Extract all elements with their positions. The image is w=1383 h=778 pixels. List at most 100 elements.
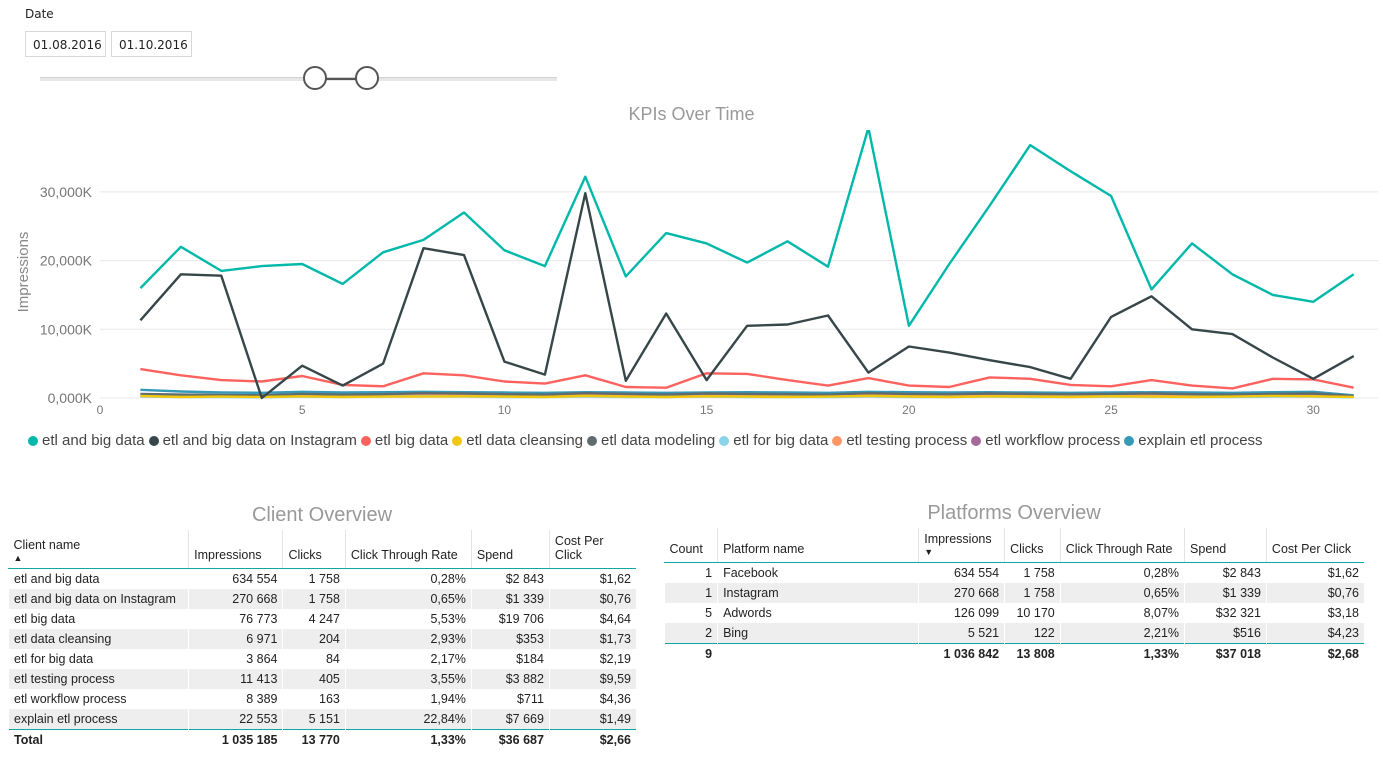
sort-arrow-icon[interactable]: ▲ (13, 553, 23, 563)
legend-dot-icon (1124, 435, 1135, 446)
table-row[interactable]: etl and big data 634 554 1 758 0,28% $2 843 $… (7, 568, 636, 589)
table-cell: $353 (470, 629, 550, 649)
column-header-cpc[interactable]: Cost Per Click (548, 530, 636, 569)
column-header-ctr[interactable]: Click Through Rate (1059, 528, 1185, 563)
column-header-impressions[interactable]: Impressions ▼ (918, 528, 1005, 563)
legend-item[interactable]: explain etl process (1124, 432, 1263, 449)
legend-dot-icon (360, 435, 371, 446)
table-cell: etl testing process (7, 669, 189, 689)
table-row[interactable]: etl testing process 11 413 405 3,55% $3 882 $… (7, 669, 636, 689)
column-header-client-name[interactable]: Client name ▲ (8, 530, 189, 569)
date-filter-label: Date (25, 7, 54, 21)
table-total-row: Total 1 035 185 13 770 1,33% $36 687 $2,66 (7, 729, 636, 750)
table-cell: 5 521 (918, 623, 1005, 644)
x-tick-label: 5 (299, 403, 306, 417)
table-cell: $184 (470, 649, 550, 669)
column-header-count[interactable]: Count (664, 528, 718, 563)
table-total-cell: 1,33% (1059, 643, 1185, 664)
table-cell: etl for big data (7, 649, 189, 669)
x-tick-label: 30 (1307, 403, 1321, 417)
table-row[interactable]: 2 Bing 5 521 122 2,21% $516 $4,23 (663, 623, 1364, 644)
legend-item[interactable]: etl data modeling (587, 432, 715, 449)
legend-item[interactable]: etl big data (360, 432, 448, 449)
table-row[interactable]: 5 Adwords 126 099 10 170 8,07% $32 321 $3,18 (663, 603, 1364, 623)
legend-label: etl data modeling (601, 432, 716, 449)
legend-dot-icon (452, 435, 463, 446)
legend-label: explain etl process (1138, 432, 1263, 449)
sort-arrow-icon[interactable]: ▼ (924, 547, 934, 557)
column-header-clicks[interactable]: Clicks (282, 530, 346, 569)
y-axis-label: Impressions (15, 232, 32, 313)
table-cell: explain etl process (7, 709, 189, 730)
table-cell: $711 (470, 689, 550, 709)
legend-item[interactable]: etl and big data (28, 432, 145, 449)
date-range-selected (315, 78, 367, 80)
chart-title: KPIs Over Time (628, 104, 755, 124)
y-tick-label: 10,000K (40, 321, 93, 337)
table-cell: $2 843 (1184, 562, 1267, 583)
table-cell: $0,76 (1265, 583, 1364, 603)
table-cell: $516 (1184, 623, 1267, 644)
table-total-cell: 9 (663, 643, 718, 664)
series-line-etl-and-big-data (139, 130, 1355, 328)
legend-item[interactable]: etl for big data (719, 432, 828, 449)
table-row[interactable]: etl for big data 3 864 84 2,17% $184 $2,19 (7, 649, 636, 669)
end-date-input[interactable]: 01.10.2016 (111, 31, 192, 57)
table-total-cell: 13 808 (1004, 643, 1061, 664)
table-cell: $3 882 (470, 669, 550, 689)
table-row[interactable]: etl and big data on Instagram 270 668 1 75… (7, 589, 636, 609)
date-range-slider[interactable] (40, 77, 557, 81)
table-cell: 204 (282, 629, 346, 649)
column-header-spend[interactable]: Spend (1184, 528, 1267, 563)
legend-label: etl workflow process (985, 432, 1121, 449)
legend-dot-icon (719, 435, 730, 446)
column-header-ctr[interactable]: Click Through Rate (344, 530, 472, 569)
table-row[interactable]: etl data cleansing 6 971 204 2,93% $353 $1,73 (7, 629, 636, 649)
slider-start-handle[interactable] (303, 66, 327, 90)
legend-item[interactable]: etl and big data on Instagram (148, 432, 357, 449)
legend-item[interactable]: etl workflow process (971, 432, 1120, 449)
table-cell: $1,62 (1265, 562, 1364, 583)
table-cell: 4 247 (282, 609, 346, 629)
table-cell: 0,65% (1059, 583, 1185, 603)
x-tick-label: 20 (902, 403, 916, 417)
table-row[interactable]: explain etl process 22 553 5 151 22,84% $7 6… (7, 709, 636, 730)
table-cell: $3,18 (1265, 603, 1364, 623)
table-cell: Facebook (717, 562, 919, 583)
table-row[interactable]: etl big data 76 773 4 247 5,53% $19 706 $4,64 (7, 609, 636, 629)
table-cell: $4,64 (548, 609, 636, 629)
legend-item[interactable]: etl data cleansing (452, 432, 583, 449)
start-date-input[interactable]: 01.08.2016 (25, 31, 106, 57)
table-cell: Adwords (717, 603, 919, 623)
legend-dot-icon (832, 435, 843, 446)
column-header-platform-name[interactable]: Platform name (717, 528, 919, 563)
table-cell: 0,65% (344, 589, 472, 609)
table-cell: 8 389 (188, 689, 283, 709)
column-header-cpc[interactable]: Cost Per Click (1265, 528, 1364, 563)
table-cell: etl big data (7, 609, 189, 629)
table-row[interactable]: 1 Facebook 634 554 1 758 0,28% $2 843 $1,62 (663, 562, 1364, 583)
platforms-overview-table: Count Platform name Impressions ▼ Clicks … (663, 528, 1364, 664)
table-cell: $4,23 (1265, 623, 1364, 644)
legend-item[interactable]: etl testing process (832, 432, 967, 449)
table-cell: 2,21% (1059, 623, 1185, 644)
table-cell: 3,55% (344, 669, 472, 689)
slider-end-handle[interactable] (355, 66, 379, 90)
table-row[interactable]: 1 Instagram 270 668 1 758 0,65% $1 339 $0,76 (663, 583, 1364, 603)
table-total-cell: 1 036 842 (918, 643, 1005, 664)
table-cell: 2,93% (344, 629, 472, 649)
x-tick-label: 0 (97, 403, 104, 417)
y-tick-label: 20,000K (40, 253, 93, 269)
legend-dot-icon (148, 435, 159, 446)
table-cell: 5 (663, 603, 718, 623)
column-header-spend[interactable]: Spend (470, 530, 550, 569)
client-overview-table: Client name ▲ Impressions Clicks Click Th… (7, 530, 636, 750)
column-header-clicks[interactable]: Clicks (1004, 528, 1061, 563)
y-tick-label: 30,000K (40, 184, 93, 200)
table-cell: 634 554 (188, 568, 283, 589)
column-header-impressions[interactable]: Impressions (188, 530, 283, 569)
table-cell: 5 151 (282, 709, 346, 730)
table-row[interactable]: etl workflow process 8 389 163 1,94% $711 $4,… (7, 689, 636, 709)
series-line-etl-big-data (140, 367, 1354, 390)
x-tick-label: 10 (498, 403, 512, 417)
